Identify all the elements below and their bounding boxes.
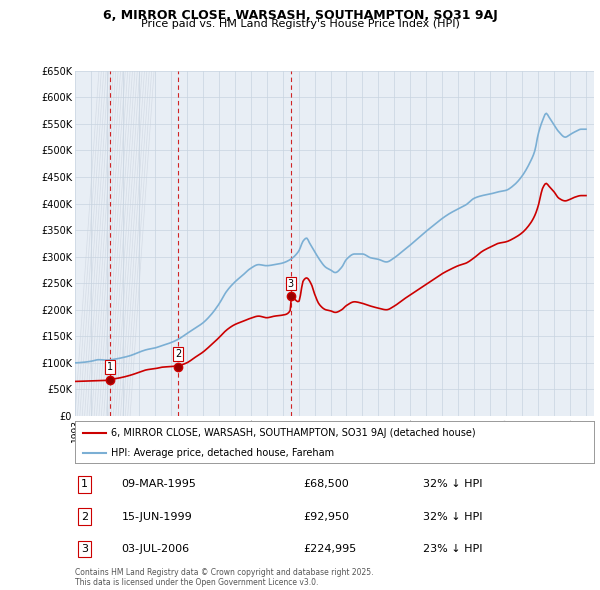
Text: 1: 1 — [107, 362, 113, 372]
Text: Contains HM Land Registry data © Crown copyright and database right 2025.
This d: Contains HM Land Registry data © Crown c… — [75, 568, 373, 587]
Text: 2: 2 — [175, 349, 181, 359]
Text: £224,995: £224,995 — [304, 543, 356, 553]
Text: Price paid vs. HM Land Registry's House Price Index (HPI): Price paid vs. HM Land Registry's House … — [140, 19, 460, 30]
Text: HPI: Average price, detached house, Fareham: HPI: Average price, detached house, Fare… — [112, 448, 334, 457]
Text: 23% ↓ HPI: 23% ↓ HPI — [423, 543, 482, 553]
Text: 6, MIRROR CLOSE, WARSASH, SOUTHAMPTON, SO31 9AJ (detached house): 6, MIRROR CLOSE, WARSASH, SOUTHAMPTON, S… — [112, 428, 476, 438]
Text: 32% ↓ HPI: 32% ↓ HPI — [423, 512, 482, 522]
Text: 3: 3 — [81, 543, 88, 553]
Text: 3: 3 — [287, 278, 294, 289]
Text: 2: 2 — [81, 512, 88, 522]
Text: £92,950: £92,950 — [304, 512, 349, 522]
Text: 15-JUN-1999: 15-JUN-1999 — [122, 512, 193, 522]
Text: 09-MAR-1995: 09-MAR-1995 — [122, 480, 197, 490]
Text: 32% ↓ HPI: 32% ↓ HPI — [423, 480, 482, 490]
Text: 03-JUL-2006: 03-JUL-2006 — [122, 543, 190, 553]
Text: 1: 1 — [81, 480, 88, 490]
Text: £68,500: £68,500 — [304, 480, 349, 490]
Text: 6, MIRROR CLOSE, WARSASH, SOUTHAMPTON, SO31 9AJ: 6, MIRROR CLOSE, WARSASH, SOUTHAMPTON, S… — [103, 9, 497, 22]
